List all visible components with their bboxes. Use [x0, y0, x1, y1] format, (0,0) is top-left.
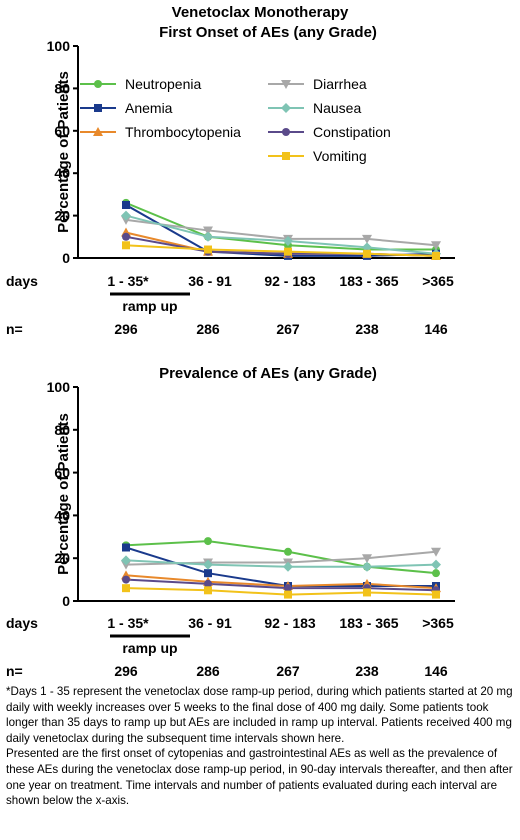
x-category-label: >365: [422, 273, 454, 289]
x-category-label: 36 - 91: [188, 615, 232, 631]
data-point-vomiting: [122, 584, 130, 593]
n-value-label: 296: [114, 321, 138, 337]
y-tick-label: 100: [47, 379, 71, 395]
data-point-anemia: [122, 201, 130, 209]
footnote-paragraph-1: *Days 1 - 35 represent the venetoclax do…: [6, 685, 513, 745]
y-tick-label: 20: [54, 208, 70, 224]
n-value-label: 238: [355, 321, 379, 337]
ramp-up-label: ramp up: [122, 298, 177, 314]
n-value-label: 238: [355, 663, 379, 679]
data-point-vomiting: [284, 590, 292, 599]
legend-marker-nausea: [281, 103, 291, 113]
chart-title: First Onset of AEs (any Grade): [159, 24, 377, 41]
x-category-label: 183 - 365: [339, 615, 398, 631]
data-point-vomiting: [363, 249, 371, 258]
series-line-constipation: [125, 235, 437, 257]
data-point-vomiting: [432, 590, 440, 599]
x-category-label: 92 - 183: [264, 273, 316, 289]
y-axis-label: Percentage of Patients: [55, 71, 72, 233]
n-value-label: 146: [424, 321, 448, 337]
legend-label-vomiting: Vomiting: [313, 148, 367, 164]
data-point-anemia: [204, 569, 212, 578]
prevalence-chart: Prevalence of AEs (any Grade) 0 20 40 60 80 10…: [6, 365, 455, 679]
first-onset-chart: First Onset of AEs (any Grade) 0 20 40 60 80 1…: [6, 24, 455, 337]
n-value-label: 267: [276, 663, 300, 679]
legend-marker-diarrhea: [281, 80, 291, 89]
legend-label-constipation: Constipation: [313, 124, 391, 140]
n-value-label: 296: [114, 663, 138, 679]
y-tick-label: 60: [54, 465, 70, 481]
data-point-nausea: [431, 559, 441, 570]
legend-label-diarrhea: Diarrhea: [313, 76, 367, 92]
data-point-nausea: [203, 559, 213, 570]
data-point-nausea: [121, 555, 131, 566]
y-tick-label: 40: [54, 165, 70, 181]
y-tick-label: 60: [54, 123, 70, 139]
y-tick-label: 80: [54, 422, 70, 438]
x-category-label: 92 - 183: [264, 615, 316, 631]
n-row-label: n=: [6, 663, 23, 679]
x-category-label: 36 - 91: [188, 273, 232, 289]
data-point-diarrhea: [362, 554, 372, 564]
days-row-label: days: [6, 273, 38, 289]
data-point-diarrhea: [203, 226, 213, 236]
data-point-nausea: [362, 561, 372, 572]
data-point-anemia: [122, 543, 130, 552]
data-point-vomiting: [204, 586, 212, 595]
data-point-vomiting: [363, 588, 371, 597]
legend-marker-neutropenia: [94, 80, 102, 88]
n-value-label: 267: [276, 321, 300, 337]
data-point-constipation: [204, 579, 212, 588]
data-point-constipation: [284, 584, 292, 593]
x-category-label: >365: [422, 615, 454, 631]
data-point-diarrhea: [362, 234, 372, 244]
data-point-neutropenia: [432, 569, 440, 578]
y-tick-label: 20: [54, 550, 70, 566]
n-value-label: 286: [196, 663, 220, 679]
y-axis-label: Percentage of Patients: [55, 413, 72, 575]
n-value-label: 286: [196, 321, 220, 337]
data-point-vomiting: [122, 241, 130, 250]
data-point-vomiting: [204, 245, 212, 254]
legend-label-thrombocytopenia: Thrombocytopenia: [125, 124, 241, 140]
data-point-neutropenia: [284, 547, 292, 556]
data-point-nausea: [121, 210, 131, 221]
x-category-label: 1 - 35*: [107, 615, 149, 631]
series-line-neutropenia: [125, 540, 437, 575]
data-point-diarrhea: [431, 241, 441, 251]
footnote-paragraph-2: Presented are the first onset of cytopen…: [6, 747, 513, 808]
legend-marker-constipation: [282, 128, 290, 136]
legend-marker-thrombocytopenia: [93, 127, 103, 136]
y-tick-label: 100: [47, 38, 71, 54]
legend-marker-anemia: [94, 104, 102, 112]
legend-label-neutropenia: Neutropenia: [125, 76, 201, 92]
data-point-neutropenia: [204, 537, 212, 546]
data-point-diarrhea: [431, 547, 441, 557]
n-value-label: 146: [424, 663, 448, 679]
data-point-nausea: [283, 236, 293, 247]
ramp-up-label: ramp up: [122, 640, 177, 656]
data-point-vomiting: [284, 247, 292, 256]
chart-title: Prevalence of AEs (any Grade): [159, 365, 377, 382]
days-row-label: days: [6, 615, 38, 631]
x-category-label: 183 - 365: [339, 273, 398, 289]
data-point-nausea: [203, 231, 213, 242]
data-point-constipation: [122, 232, 130, 241]
data-point-constipation: [122, 575, 130, 584]
legend-marker-vomiting: [282, 152, 290, 160]
n-row-label: n=: [6, 321, 23, 337]
y-tick-label: 80: [54, 80, 70, 96]
legend-label-nausea: Nausea: [313, 100, 361, 116]
figure-title: Venetoclax Monotherapy: [172, 4, 349, 21]
y-tick-label: 0: [62, 593, 70, 609]
footnote: *Days 1 - 35 represent the venetoclax do…: [6, 684, 516, 809]
data-point-vomiting: [432, 251, 440, 260]
data-point-nausea: [283, 561, 293, 572]
x-category-label: 1 - 35*: [107, 273, 149, 289]
y-tick-label: 40: [54, 507, 70, 523]
legend-label-anemia: Anemia: [125, 100, 173, 116]
y-tick-label: 0: [62, 250, 70, 266]
